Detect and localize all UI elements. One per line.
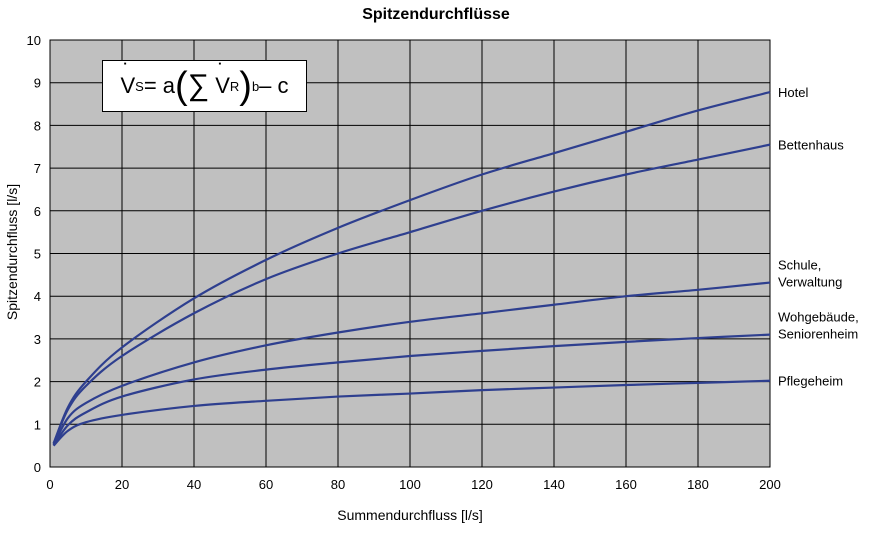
x-tick-label: 0 <box>46 477 53 492</box>
formula-sub-s: S <box>135 78 144 94</box>
formula-sum-symbol: ∑ <box>187 69 210 102</box>
y-tick-label: 9 <box>34 76 41 91</box>
formula-v-r: V <box>215 59 230 99</box>
x-tick-label: 160 <box>615 477 637 492</box>
y-tick-label: 0 <box>34 460 41 475</box>
series-label: Bettenhaus <box>778 138 844 153</box>
series-line <box>52 91 771 444</box>
y-tick-label: 7 <box>34 161 41 176</box>
formula-box: VS = a(∑ VR)b – c <box>102 59 307 112</box>
series-lines <box>52 91 771 447</box>
x-tick-label: 100 <box>399 477 421 492</box>
y-axis-label: Spitzendurchfluss [l/s] <box>4 183 20 321</box>
series-label: Verwaltung <box>778 275 842 290</box>
formula-minus-c: – c <box>259 73 289 98</box>
formula-paren-right: ) <box>239 65 252 107</box>
y-tick-label: 10 <box>27 33 41 48</box>
series-label: Wohgebäude, <box>778 310 859 325</box>
y-tick-label: 8 <box>34 118 41 133</box>
series-label: Seniorenheim <box>778 327 858 342</box>
series-label: Hotel <box>778 85 808 100</box>
series-line <box>52 333 771 447</box>
y-tick-label: 5 <box>34 247 41 262</box>
y-tick-label: 6 <box>34 204 41 219</box>
x-tick-label: 60 <box>259 477 273 492</box>
x-tick-label: 20 <box>115 477 129 492</box>
y-tick-label: 1 <box>34 417 41 432</box>
y-tick-label: 2 <box>34 375 41 390</box>
x-tick-labels: 0 20 40 60 80 100 120 140 160 180 200 <box>46 477 780 492</box>
x-tick-label: 180 <box>687 477 709 492</box>
series-labels: Hotel Bettenhaus Schule, Verwaltung Wohgebäu… <box>778 85 859 389</box>
y-tick-label: 3 <box>34 332 41 347</box>
y-tick-labels: 0 1 2 3 4 5 6 7 8 9 10 <box>27 33 41 475</box>
series-line <box>52 379 771 447</box>
formula-v-s: V <box>120 59 135 99</box>
x-axis-label: Summendurchfluss [l/s] <box>337 507 483 523</box>
x-tick-label: 80 <box>331 477 345 492</box>
x-tick-label: 140 <box>543 477 565 492</box>
x-tick-label: 120 <box>471 477 493 492</box>
x-tick-label: 200 <box>759 477 781 492</box>
formula-exponent: b <box>251 78 260 94</box>
series-label: Pflegeheim <box>778 374 843 389</box>
x-tick-label: 40 <box>187 477 201 492</box>
series-line <box>52 281 771 446</box>
chart-title: Spitzendurchflüsse <box>362 6 510 23</box>
formula-paren-left: ( <box>175 65 188 107</box>
y-tick-label: 4 <box>34 289 41 304</box>
formula-eq: = a <box>143 73 176 98</box>
series-line <box>52 143 771 444</box>
formula-sub-r: R <box>229 78 240 94</box>
series-label: Schule, <box>778 258 821 273</box>
